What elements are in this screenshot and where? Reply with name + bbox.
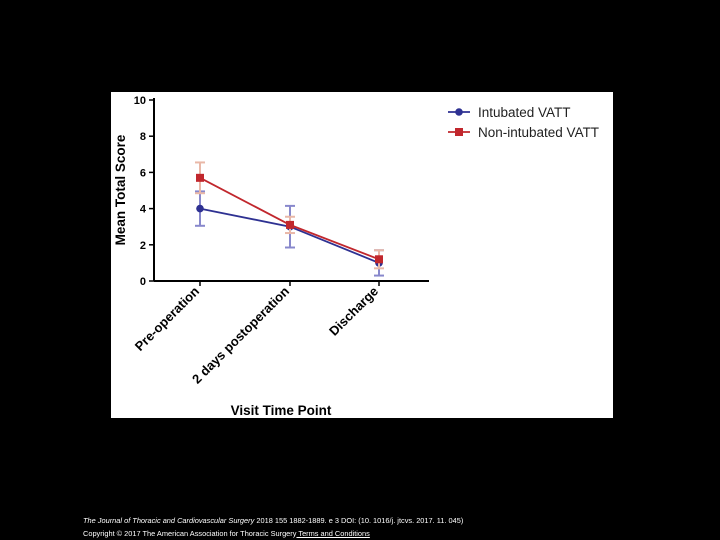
- citation-footer: The Journal of Thoracic and Cardiovascul…: [83, 514, 463, 540]
- legend-marker: [455, 128, 463, 136]
- data-point: [196, 204, 204, 213]
- terms-and-conditions-link[interactable]: Terms and Conditions: [296, 529, 370, 538]
- citation-line: The Journal of Thoracic and Cardiovascul…: [83, 514, 463, 527]
- y-tick-label: 2: [140, 240, 146, 252]
- copyright-line: Copyright © 2017 The American Associatio…: [83, 527, 463, 540]
- legend-label: Non-intubated VATT: [478, 125, 599, 140]
- x-tick-label: Discharge: [326, 284, 381, 339]
- legend-marker: [455, 108, 463, 116]
- copyright-text: Copyright © 2017 The American Associatio…: [83, 529, 297, 538]
- y-tick-label: 6: [140, 167, 146, 179]
- data-point: [286, 220, 294, 229]
- x-tick-label: 2 days postoperation: [189, 283, 292, 386]
- y-tick-label: 8: [140, 131, 146, 143]
- data-point: [196, 173, 204, 182]
- figure-panel: 0 2 4 6 8 10 Pre-operation 2 days postoperation…: [111, 92, 613, 418]
- y-axis-title: Mean Total Score: [113, 134, 128, 245]
- data-point: [375, 255, 383, 264]
- x-axis-title: Visit Time Point: [231, 403, 332, 418]
- journal-name: The Journal of Thoracic and Cardiovascul…: [83, 516, 255, 525]
- legend-label: Intubated VATT: [478, 105, 571, 120]
- x-tick-label: Pre-operation: [132, 283, 202, 353]
- y-tick-label: 10: [134, 95, 146, 107]
- y-tick-label: 0: [140, 276, 146, 288]
- y-tick-label: 4: [140, 204, 147, 216]
- citation-details: 2018 155 1882-1889. e 3 DOI: (10. 1016/j…: [254, 516, 464, 525]
